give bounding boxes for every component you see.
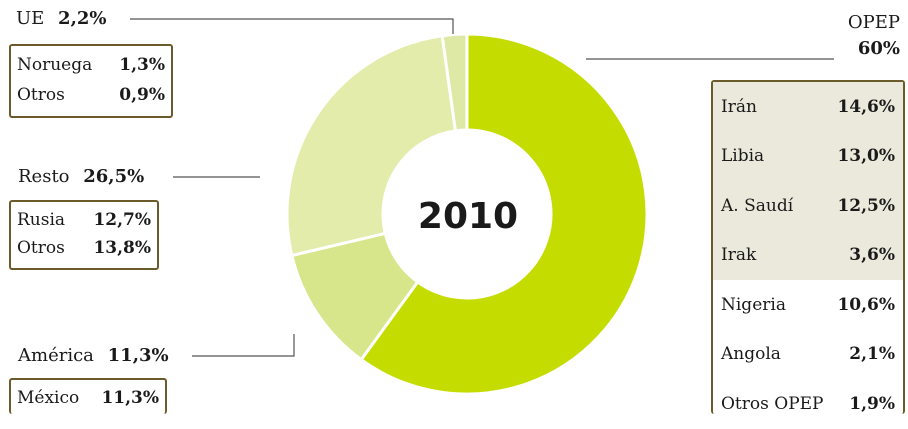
ue-label: UE 2,2% xyxy=(16,10,106,28)
ue-row-otros: Otros 0,9% xyxy=(17,80,165,110)
donut-chart xyxy=(130,18,834,396)
row-label: Angola xyxy=(721,344,781,365)
opep-row-arabia-saudi: A. Saudí 12,5% xyxy=(713,181,903,231)
opep-breakdown-box: Irán 14,6% Libia 13,0% A. Saudí 12,5% Ir… xyxy=(711,80,905,414)
resto-label-value: 26,5% xyxy=(83,166,145,187)
slice-ue xyxy=(440,32,469,133)
opep-label: OPEP 60% xyxy=(836,14,900,58)
slice-opep xyxy=(359,32,649,396)
ue-label-name: UE xyxy=(16,8,45,29)
row-label: Libia xyxy=(721,146,765,167)
row-label: Otros xyxy=(17,85,65,105)
row-label: Irán xyxy=(721,96,757,117)
resto-row-rusia: Rusia 12,7% xyxy=(17,206,151,234)
row-label: Nigeria xyxy=(721,294,786,315)
ue-label-value: 2,2% xyxy=(58,8,107,29)
leader-line-america xyxy=(192,334,295,357)
opep-label-value: 60% xyxy=(857,38,900,59)
resto-label: Resto 26,5% xyxy=(18,168,144,186)
opep-row-irak: Irak 3,6% xyxy=(713,230,903,280)
row-value: 14,6% xyxy=(837,96,895,117)
ue-row-noruega: Noruega 1,3% xyxy=(17,50,165,80)
row-label: Noruega xyxy=(17,55,93,75)
opep-row-iran: Irán 14,6% xyxy=(713,82,903,132)
row-value: 11,3% xyxy=(101,388,159,408)
row-value: 12,5% xyxy=(837,195,895,216)
opep-label-name: OPEP xyxy=(847,12,900,33)
row-label: México xyxy=(17,388,80,408)
america-row-mexico: México 11,3% xyxy=(17,384,159,412)
row-value: 12,7% xyxy=(93,210,151,230)
america-breakdown-box: México 11,3% xyxy=(9,378,167,414)
row-value: 2,1% xyxy=(849,344,895,365)
america-label-value: 11,3% xyxy=(107,345,169,366)
center-year-label: 2010 xyxy=(417,196,519,237)
row-label: Otros OPEP xyxy=(721,393,824,414)
row-value: 13,8% xyxy=(93,238,151,258)
leader-line-ue xyxy=(130,18,454,34)
resto-breakdown-box: Rusia 12,7% Otros 13,8% xyxy=(9,200,159,270)
america-label: América 11,3% xyxy=(18,347,169,365)
ue-breakdown-box: Noruega 1,3% Otros 0,9% xyxy=(9,44,173,118)
row-value: 1,9% xyxy=(849,393,895,414)
row-label: Irak xyxy=(721,245,757,266)
opep-row-libia: Libia 13,0% xyxy=(713,131,903,181)
opep-row-otros-opep: Otros OPEP 1,9% xyxy=(713,379,903,429)
row-value: 13,0% xyxy=(837,146,895,167)
resto-label-name: Resto xyxy=(18,166,70,187)
row-label: Rusia xyxy=(17,210,66,230)
row-value: 0,9% xyxy=(119,85,165,105)
row-value: 10,6% xyxy=(837,294,895,315)
opep-row-nigeria: Nigeria 10,6% xyxy=(713,280,903,330)
row-value: 1,3% xyxy=(119,55,165,75)
america-label-name: América xyxy=(18,345,94,366)
row-value: 3,6% xyxy=(849,245,895,266)
opep-row-angola: Angola 2,1% xyxy=(713,330,903,380)
row-label: A. Saudí xyxy=(721,195,794,216)
resto-row-otros: Otros 13,8% xyxy=(17,234,151,262)
slice-resto xyxy=(285,34,458,258)
row-label: Otros xyxy=(17,238,65,258)
